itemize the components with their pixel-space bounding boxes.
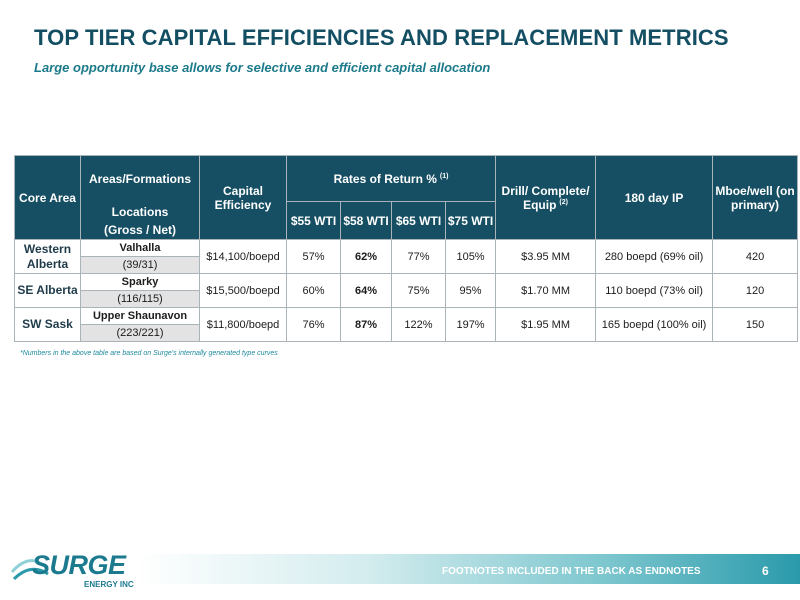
table-row: SE Alberta Sparky $15,500/boepd 60% 64% … [14, 273, 799, 308]
cell-mboe: 150 [712, 307, 799, 342]
cell-ror-55: 60% [286, 273, 341, 308]
table-row-sub: (223/221) [15, 324, 798, 342]
cell-ip: 280 boepd (69% oil) [595, 239, 714, 274]
header-drill-footnote-mark: (2) [559, 198, 568, 206]
cell-ror-65: 122% [391, 307, 446, 342]
cell-ror-75: 95% [444, 273, 497, 308]
header-drill-complete-equip: Drill/ Complete/ Equip (2) [495, 155, 597, 240]
company-logo: SURGE ENERGY INC [10, 550, 134, 592]
cell-mboe: 120 [712, 273, 799, 308]
cell-drill: $1.95 MM [495, 307, 597, 342]
cell-locations: (223/221) [80, 324, 200, 342]
header-180-day-ip: 180 day IP [595, 155, 714, 240]
cell-core-area: Western Alberta [14, 239, 81, 274]
cell-ror-58: 87% [340, 307, 392, 342]
footer-band [137, 554, 800, 584]
header-areas-formations: Areas/Formations [80, 155, 200, 202]
header-wti-65: $65 WTI [391, 201, 446, 240]
header-ror-footnote-mark: (1) [439, 172, 449, 180]
cell-ror-58: 64% [340, 273, 392, 308]
cell-ror-65: 75% [391, 273, 446, 308]
header-wti-58: $58 WTI [340, 201, 392, 240]
cell-area: Sparky [80, 273, 200, 291]
cell-locations: (116/115) [80, 290, 200, 308]
cell-drill: $3.95 MM [495, 239, 597, 274]
table-row: SW Sask Upper Shaunavon $11,800/boepd 76… [14, 307, 799, 342]
cell-area: Valhalla [80, 239, 200, 257]
logo-subtext: ENERGY INC [84, 580, 134, 589]
header-drill-label: Drill/ Complete/ Equip [501, 183, 590, 212]
slide-title: TOP TIER CAPITAL EFFICIENCIES AND REPLAC… [34, 25, 729, 50]
footer-endnotes-text: FOOTNOTES INCLUDED IN THE BACK AS ENDNOT… [442, 566, 701, 577]
cell-ror-58: 62% [340, 239, 392, 274]
header-core-area: Core Area [14, 155, 81, 240]
cell-capital-efficiency: $14,100/boepd [199, 239, 287, 274]
header-rates-of-return-label: Rates of Return % [333, 171, 437, 186]
cell-mboe: 420 [712, 239, 799, 274]
cell-core-area: SE Alberta [14, 273, 81, 308]
cell-capital-efficiency: $11,800/boepd [199, 307, 287, 342]
table-footnote: *Numbers in the above table are based on… [20, 350, 278, 357]
logo-wordmark: SURGE [32, 550, 126, 580]
header-gross-net: (Gross / Net) [80, 221, 200, 240]
cell-ror-75: 105% [444, 239, 497, 274]
cell-core-area: SW Sask [14, 307, 81, 342]
cell-area: Upper Shaunavon [80, 307, 200, 325]
table-row-sub: (39/31) [15, 256, 798, 274]
header-capital-efficiency: Capital Efficiency [199, 155, 287, 240]
header-rates-of-return: Rates of Return % (1) [285, 155, 497, 202]
cell-ip: 110 boepd (73% oil) [595, 273, 714, 308]
header-locations: Locations [80, 201, 200, 222]
logo-wave-icon [10, 559, 49, 581]
header-mboe-well: Mboe/well (on primary) [712, 155, 799, 240]
cell-ror-55: 76% [286, 307, 341, 342]
cell-locations: (39/31) [80, 256, 200, 274]
table-row-sub: (116/115) [15, 290, 798, 308]
cell-drill: $1.70 MM [495, 273, 597, 308]
header-wti-75: $75 WTI [444, 201, 497, 240]
metrics-table: Core Area Areas/Formations Capital Effic… [14, 155, 799, 342]
cell-ip: 165 boepd (100% oil) [595, 307, 714, 342]
cell-ror-75: 197% [444, 307, 497, 342]
slide-subtitle: Large opportunity base allows for select… [34, 60, 491, 75]
cell-capital-efficiency: $15,500/boepd [199, 273, 287, 308]
table-row: Western Alberta Valhalla $14,100/boepd 5… [14, 239, 799, 274]
cell-ror-55: 57% [286, 239, 341, 274]
cell-ror-65: 77% [391, 239, 446, 274]
header-wti-55: $55 WTI [286, 201, 341, 240]
page-number: 6 [762, 564, 769, 578]
